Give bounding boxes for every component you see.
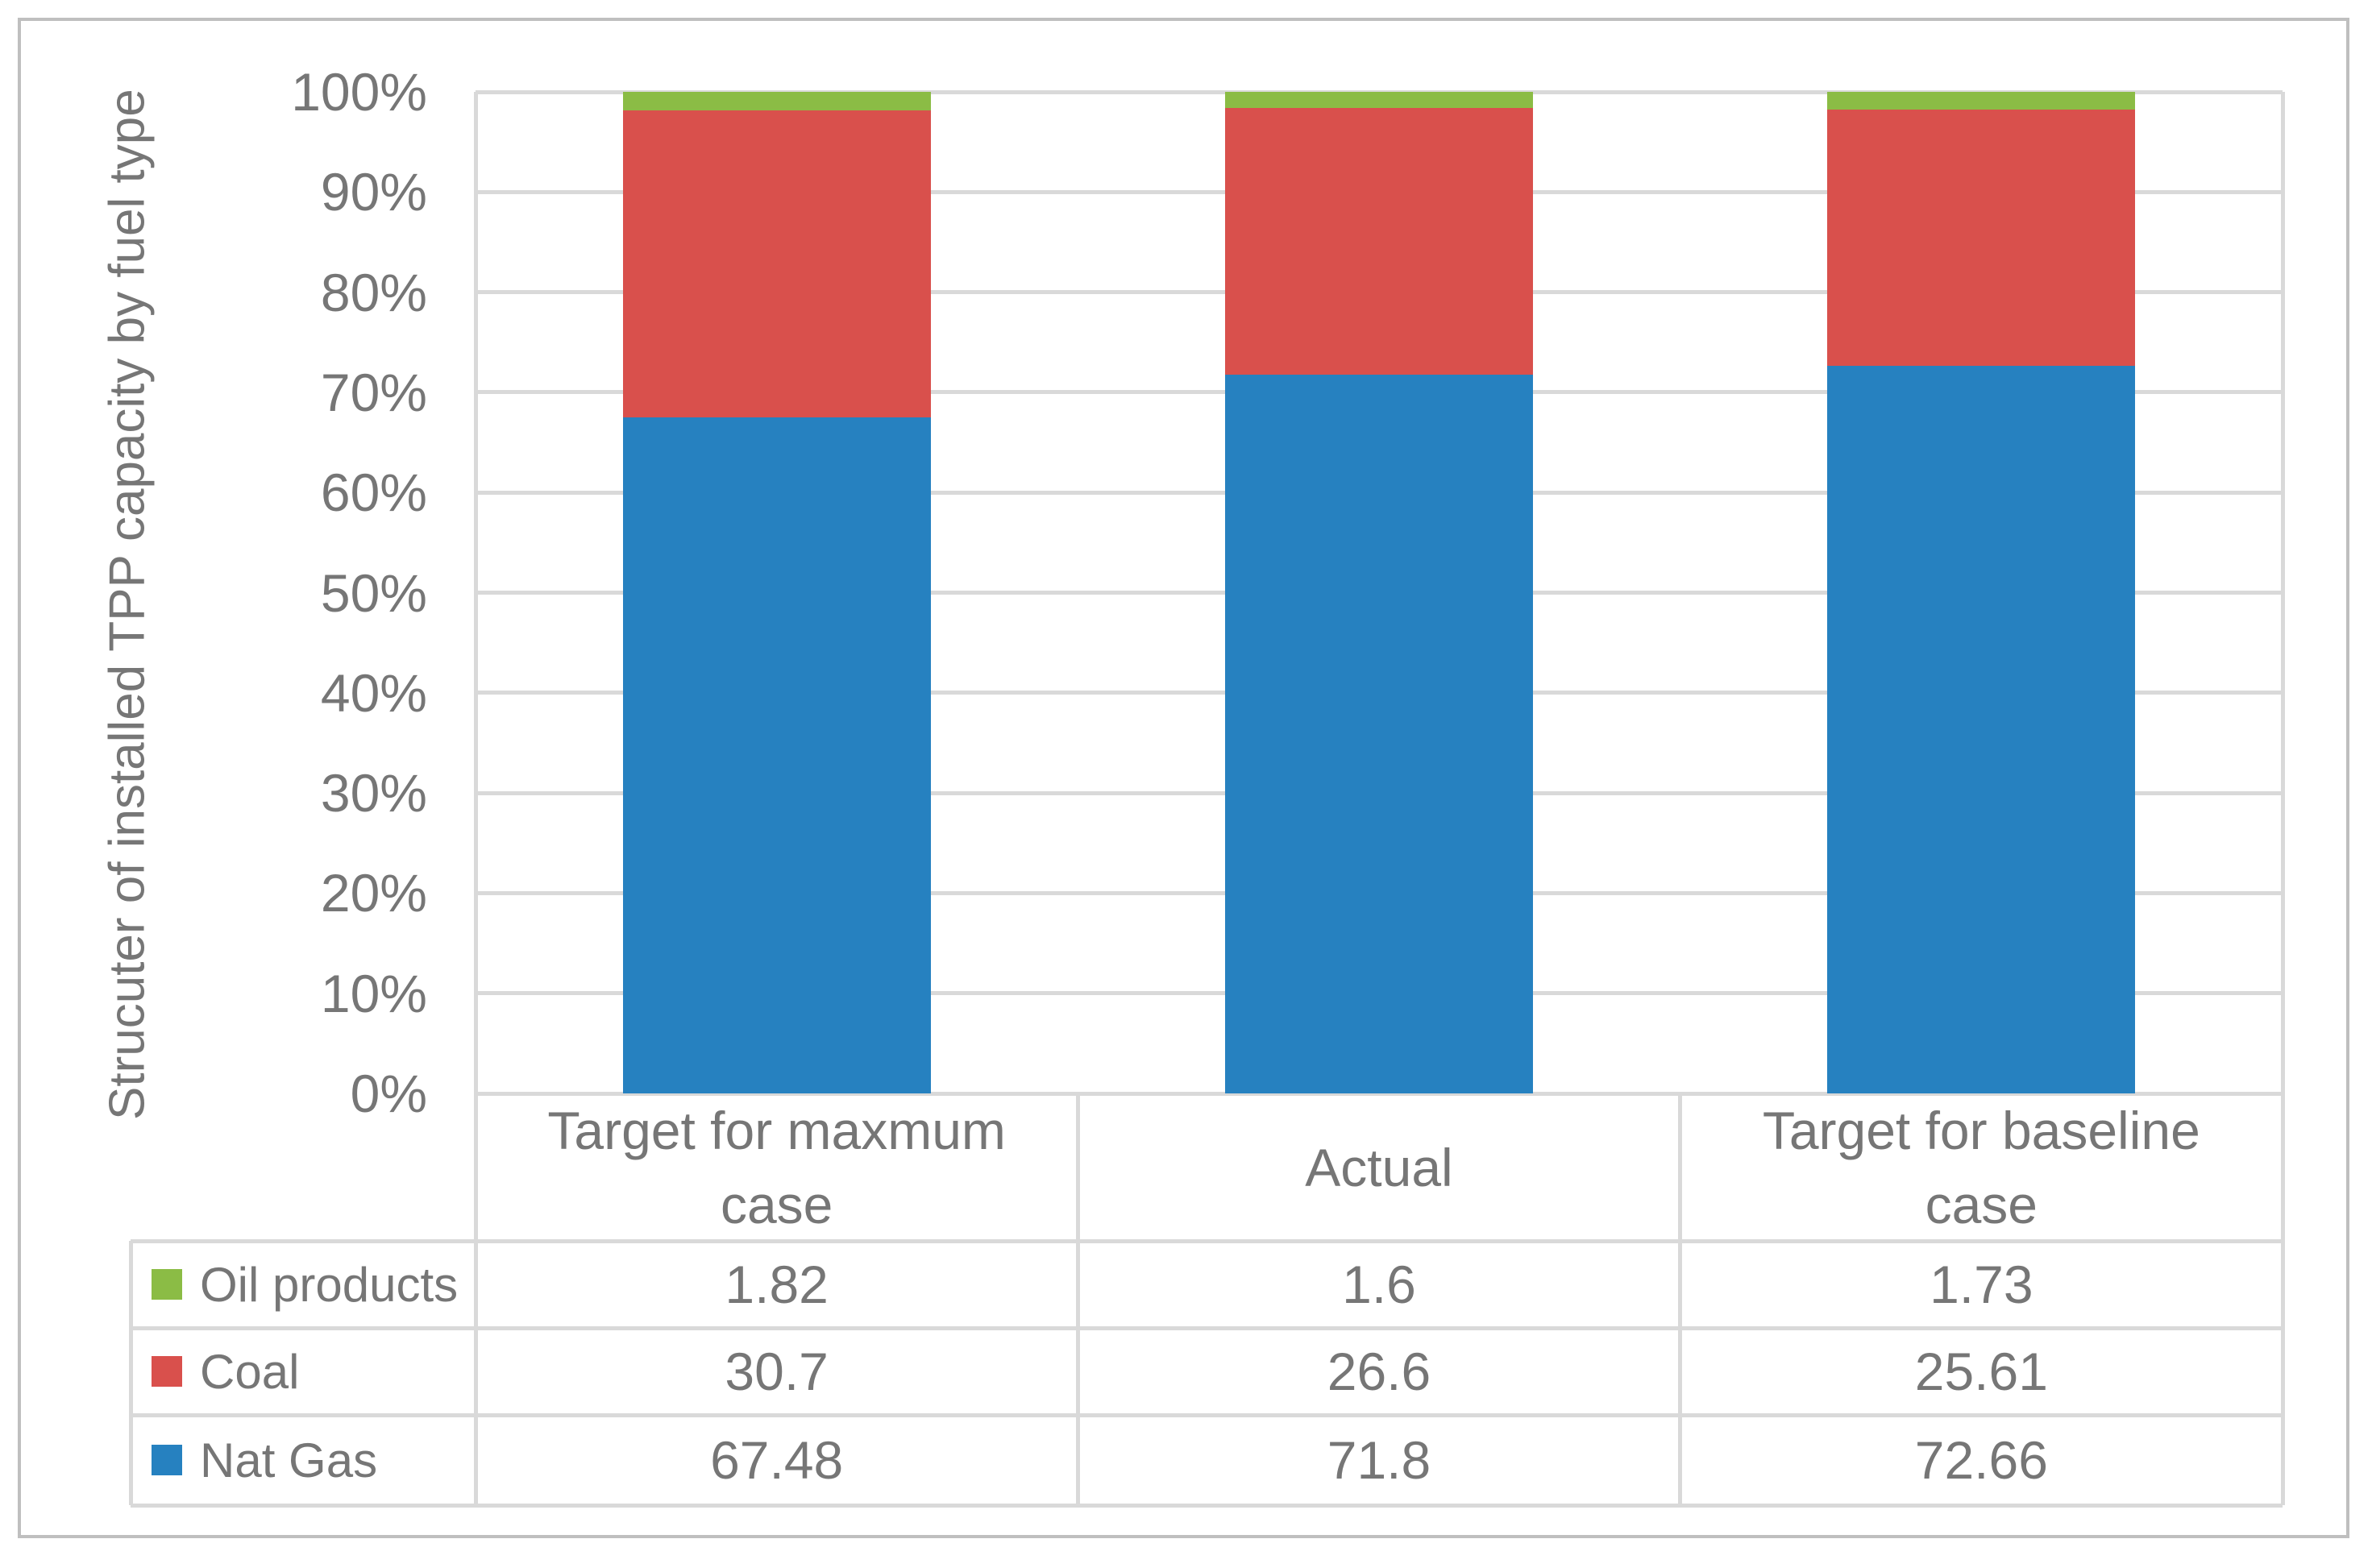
bar-segment-oil-products: [1225, 92, 1533, 108]
legend-label: Coal: [200, 1344, 300, 1399]
table-header-label: Actual: [1305, 1137, 1453, 1197]
table-header-label: Target for baseline case: [1762, 1100, 2200, 1234]
table-header-cell: Target for baseline case: [1680, 1093, 2283, 1241]
y-tick-label: 60%: [320, 463, 427, 523]
bar-segment-coal: [1225, 107, 1533, 375]
y-tick-label: 90%: [320, 162, 427, 222]
bar-segment-oil-products: [622, 92, 931, 110]
table-value-cell: 1.73: [1930, 1255, 2033, 1315]
table-row-border: [131, 1238, 2283, 1243]
y-tick-label: 0%: [350, 1064, 427, 1123]
y-tick-label: 20%: [320, 863, 427, 923]
table-value-cell: 71.8: [1327, 1430, 1431, 1491]
bar-segment-nat-gas: [622, 417, 931, 1093]
y-tick-label: 30%: [320, 763, 427, 823]
y-tick-label: 70%: [320, 362, 427, 422]
table-value-cell: 1.6: [1342, 1255, 1416, 1315]
table-value-cell: 26.6: [1327, 1342, 1431, 1402]
table-value-cell: 72.66: [1914, 1430, 2048, 1491]
legend-swatch-oil-products: [152, 1269, 182, 1300]
table-value-cell: 25.61: [1914, 1342, 2048, 1402]
table-row-border: [131, 1503, 2283, 1508]
y-tick-label: 40%: [320, 662, 427, 723]
table-row-border: [131, 1325, 2283, 1330]
plot-left-border: [473, 92, 478, 1505]
table-col-border: [1075, 1093, 1080, 1505]
legend-left-border: [128, 1241, 133, 1505]
legend-label: Nat Gas: [200, 1433, 378, 1487]
y-tick-label: 50%: [320, 562, 427, 623]
table-value-cell: 30.7: [725, 1342, 829, 1402]
table-col-border: [1678, 1093, 1683, 1505]
gridline: [476, 1091, 2283, 1096]
bar-segment-coal: [1827, 109, 2136, 366]
table-header-cell: Actual: [1078, 1093, 1680, 1241]
y-axis-title: Strucuter of installed TPP capacity by f…: [99, 89, 156, 1120]
plot-right-border: [2280, 92, 2285, 1505]
table-header-cell: Target for maxmum case: [476, 1093, 1078, 1241]
table-value-cell: 1.82: [725, 1255, 829, 1315]
legend-swatch-nat-gas: [152, 1445, 182, 1476]
bar-segment-nat-gas: [1827, 365, 2136, 1093]
table-row-border: [131, 1413, 2283, 1418]
y-tick-label: 10%: [320, 963, 427, 1023]
legend-row: Coal: [152, 1328, 476, 1415]
legend-swatch-coal: [152, 1356, 182, 1388]
bar-segment-coal: [622, 110, 931, 418]
legend-label: Oil products: [200, 1257, 459, 1312]
bar-segment-oil-products: [1827, 92, 2136, 110]
y-tick-label: 100%: [291, 62, 427, 122]
legend-row: Nat Gas: [152, 1416, 476, 1505]
legend-row: Oil products: [152, 1241, 476, 1328]
table-header-label: Target for maxmum case: [547, 1100, 1006, 1234]
bar-segment-nat-gas: [1225, 374, 1533, 1093]
table-value-cell: 67.48: [710, 1430, 844, 1491]
y-tick-label: 80%: [320, 262, 427, 322]
